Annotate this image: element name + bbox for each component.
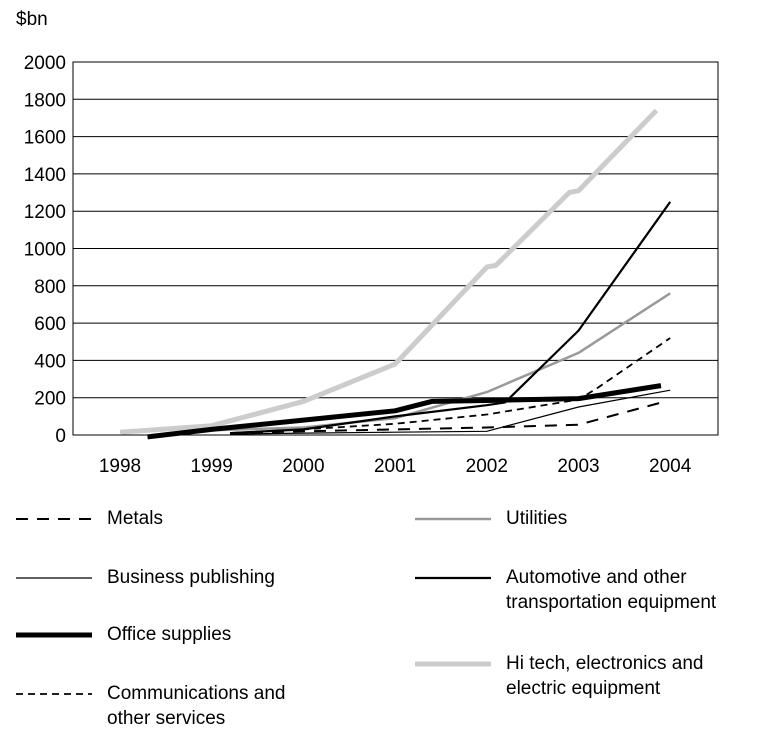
y-tick-label: 600: [34, 314, 66, 335]
x-tick-label: 2000: [282, 456, 324, 477]
x-tick-label: 1998: [99, 456, 141, 477]
y-tick-label: 200: [34, 389, 66, 410]
legend-item: Utilities: [415, 506, 775, 566]
series-line-5: [229, 201, 672, 435]
legend-swatch: [415, 517, 491, 521]
y-tick-label: 1600: [24, 128, 66, 149]
legend-item: Office supplies: [16, 622, 376, 682]
legend-label: Communications and other services: [107, 683, 286, 729]
y-tick-label: 2000: [24, 53, 66, 74]
legend-swatch: [16, 693, 92, 695]
x-tick-label: 2004: [649, 456, 692, 477]
legend-label: Metals: [107, 508, 163, 529]
x-tick-label: 2003: [557, 456, 599, 477]
y-tick-label: 1200: [24, 202, 66, 223]
legend-item: Hi tech, electronics and electric equipm…: [415, 651, 775, 711]
series-line-4: [211, 292, 671, 432]
x-tick-label: 1999: [191, 456, 233, 477]
series-line-0: [229, 400, 666, 435]
legend-item: Metals: [16, 506, 376, 566]
legend-item: Business publishing: [16, 565, 376, 625]
y-axis-label: $bn: [16, 9, 48, 30]
y-tick-label: 1000: [24, 240, 66, 261]
y-tick-label: 1800: [24, 90, 66, 111]
legend-label: Office supplies: [107, 624, 232, 645]
y-tick-label: 0: [55, 426, 66, 447]
series-line-6: [119, 108, 659, 435]
y-tick-label: 400: [34, 351, 66, 372]
legend-label: Hi tech, electronics and electric equipm…: [506, 653, 704, 699]
legend-item: Communications and other services: [16, 681, 376, 741]
y-tick-label: 1400: [24, 165, 66, 186]
legend-swatch: [16, 577, 92, 579]
x-tick-label: 2001: [374, 456, 416, 477]
y-tick-label: 800: [34, 277, 66, 298]
series-line-2: [147, 383, 662, 440]
legend-item: Automotive and other transportation equi…: [415, 565, 775, 625]
x-tick-label: 2002: [466, 456, 508, 477]
legend-swatch: [415, 576, 491, 580]
legend-swatch: [415, 661, 491, 667]
legend-swatch: [16, 518, 92, 520]
series-line-1: [229, 389, 671, 435]
legend-label: Business publishing: [107, 567, 275, 588]
legend-swatch: [16, 632, 92, 638]
legend-label: Automotive and other transportation equi…: [506, 567, 717, 613]
plot-border: [72, 61, 719, 436]
legend-label: Utilities: [506, 508, 568, 529]
